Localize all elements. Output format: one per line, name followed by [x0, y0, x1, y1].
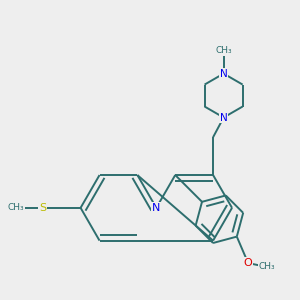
Text: CH₃: CH₃: [8, 203, 25, 212]
Text: N: N: [220, 69, 227, 79]
Text: CH₃: CH₃: [215, 46, 232, 56]
Text: N: N: [220, 112, 227, 122]
Text: CH₃: CH₃: [259, 262, 275, 272]
Text: S: S: [39, 203, 46, 213]
Text: N: N: [152, 203, 160, 213]
Text: O: O: [244, 258, 253, 268]
